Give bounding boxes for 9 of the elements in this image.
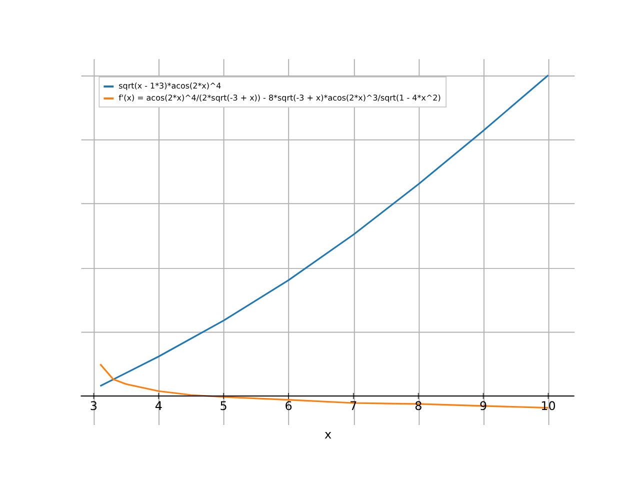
legend-label: f'(x) = acos(2*x)^4/(2*sqrt(-3 + x)) - 8*sqrt(-3 + x)*acos(2*x)^3/sqrt(1 - 4*x^2) — [118, 93, 441, 102]
x-tick-label: 4 — [154, 398, 162, 413]
x-tick-label: 6 — [284, 398, 292, 413]
x-axis-title: x — [324, 427, 332, 442]
x-tick-label: 10 — [540, 398, 556, 413]
legend-label: sqrt(x - 1*3)*acos(2*x)^4 — [118, 82, 222, 90]
x-tick-label: 7 — [350, 398, 358, 413]
x-tick-label: 5 — [220, 398, 228, 413]
x-tick-label: 3 — [90, 398, 98, 413]
